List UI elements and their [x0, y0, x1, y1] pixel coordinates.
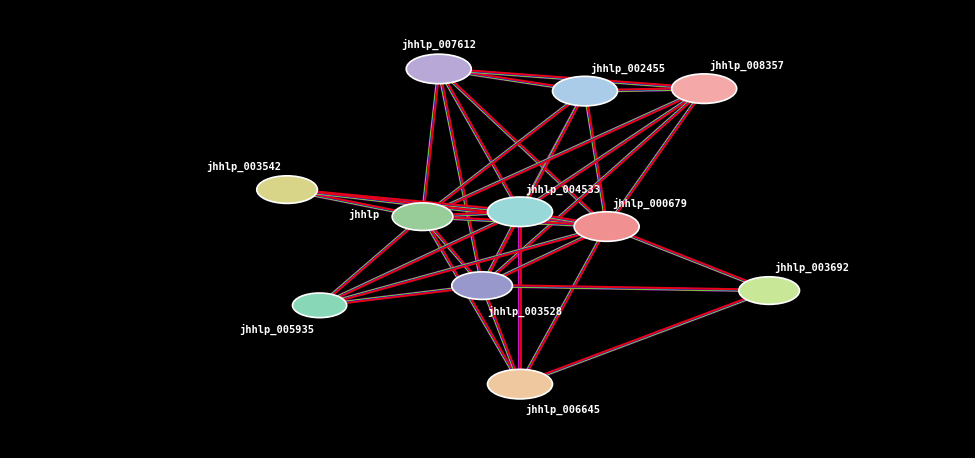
Circle shape [739, 277, 799, 305]
Circle shape [256, 176, 318, 203]
Text: jhhlp_000679: jhhlp_000679 [612, 198, 687, 209]
Circle shape [392, 203, 452, 230]
Text: jhhlp_004533: jhhlp_004533 [526, 183, 601, 195]
Text: jhhlp_005935: jhhlp_005935 [239, 324, 314, 335]
Text: jhhlp_003692: jhhlp_003692 [774, 262, 849, 273]
Circle shape [672, 74, 737, 104]
Circle shape [574, 212, 640, 241]
Text: jhhlp_002455: jhhlp_002455 [591, 63, 665, 74]
Circle shape [553, 76, 617, 106]
Text: jhhlp_003542: jhhlp_003542 [207, 161, 282, 172]
Circle shape [451, 272, 513, 300]
Text: jhhlp_008357: jhhlp_008357 [710, 60, 785, 71]
Text: jhhlp_007612: jhhlp_007612 [402, 39, 476, 50]
Circle shape [488, 197, 553, 227]
Text: jhhlp_006645: jhhlp_006645 [526, 404, 601, 415]
Text: jhhlp_003528: jhhlp_003528 [488, 305, 563, 316]
Circle shape [292, 293, 347, 318]
Circle shape [407, 54, 471, 84]
Circle shape [488, 369, 553, 399]
Text: jhhlp: jhhlp [348, 209, 379, 220]
